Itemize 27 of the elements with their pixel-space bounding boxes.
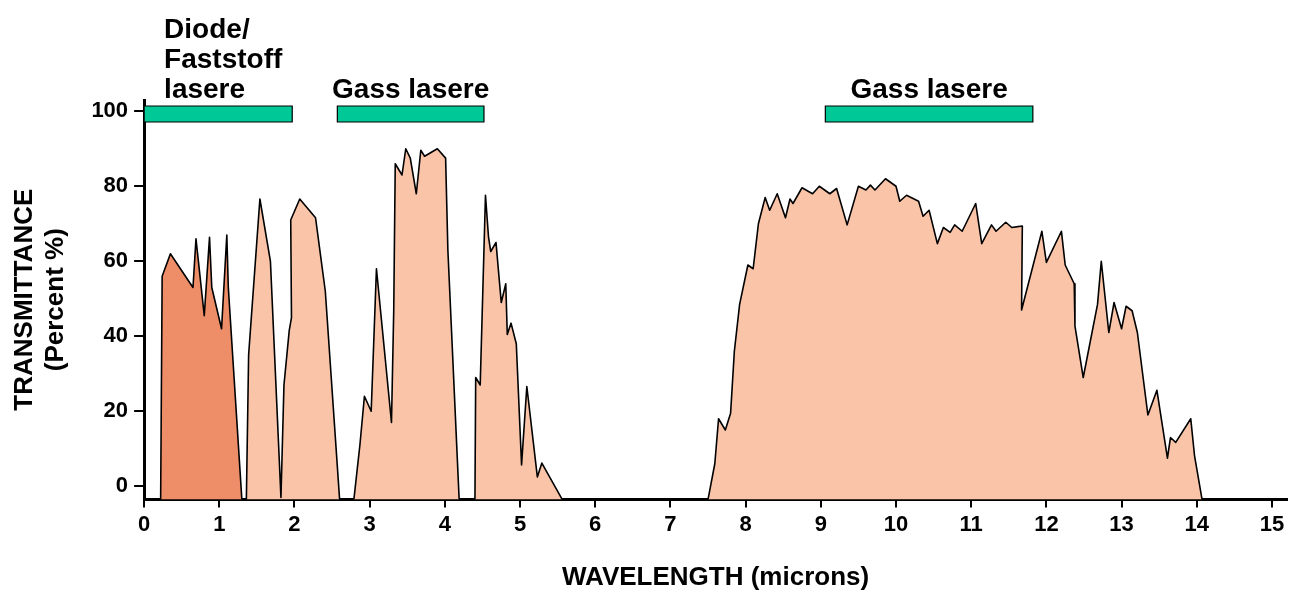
x-tick-label: 9 [814, 510, 827, 536]
x-tick-label: 8 [739, 510, 752, 536]
band-label: Gass lasere [850, 72, 1008, 104]
x-tick-label: 3 [363, 510, 376, 536]
x-tick-label: 10 [883, 510, 909, 536]
y-tick-label: 100 [91, 97, 129, 123]
x-axis-title: WAVELENGTH (microns) [561, 560, 870, 591]
x-tick-label: 11 [959, 510, 983, 536]
x-tick-label: 13 [1109, 510, 1134, 536]
band-label: Gass lasere [332, 72, 490, 104]
x-tick-label: 7 [664, 510, 677, 536]
y-tick-label: 0 [115, 472, 129, 498]
x-tick-label: 2 [288, 510, 301, 536]
y-axis-title: TRANSMITTANCE (Percent %) [7, 188, 69, 411]
x-tick-label: 1 [213, 510, 226, 536]
y-tick-label: 20 [103, 397, 129, 423]
y-tick-label: 40 [103, 322, 129, 348]
x-tick-label: 14 [1184, 510, 1210, 536]
y-tick-label: 60 [103, 247, 129, 273]
x-tick-label: 12 [1034, 510, 1059, 536]
x-tick-label: 15 [1259, 510, 1285, 536]
y-tick-label: 80 [103, 172, 129, 198]
band-label: Diode/ Faststoff lasere [164, 12, 283, 104]
x-tick-label: 6 [589, 510, 602, 536]
x-tick-label: 5 [513, 510, 527, 536]
x-tick-label: 0 [137, 510, 151, 536]
x-tick-label: 4 [438, 510, 452, 536]
